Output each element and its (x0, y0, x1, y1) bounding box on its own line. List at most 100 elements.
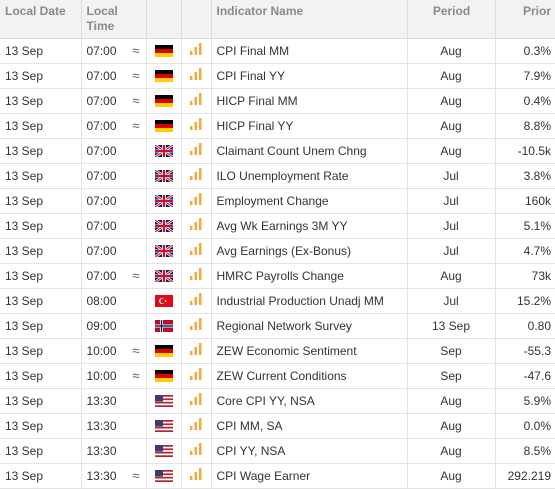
importance-bars-icon (189, 342, 203, 359)
time-value: 10:00 (86, 343, 117, 358)
table-row[interactable]: 13 Sep 07:00 Avg Earnings (Ex-Bonus) Jul 4.7… (0, 238, 555, 264)
table-row[interactable]: 13 Sep 13:30 CPI YY, NSA Aug 8.5% (0, 438, 555, 464)
cell-indicator[interactable]: Avg Wk Earnings 3M YY (211, 213, 408, 239)
table-row[interactable]: 13 Sep 13:30 CPI MM, SA Aug 0.0% (0, 413, 555, 439)
table-row[interactable]: 13 Sep 10:00 ≈ ZEW Current Conditions Sep -47… (0, 363, 555, 389)
table-row[interactable]: 13 Sep 08:00 Industrial Production Unadj M… (0, 288, 555, 314)
table-row[interactable]: 13 Sep 13:30 ≈ CPI Wage Earner Aug 292.219 (0, 463, 555, 489)
table-row[interactable]: 13 Sep 07:00 ≈ CPI Final MM Aug 0.3% (0, 38, 555, 64)
column-header-time[interactable]: Local Time (81, 0, 147, 39)
column-header-indicator[interactable]: Indicator Name (211, 0, 408, 39)
time-value: 07:00 (86, 218, 117, 233)
cell-prior: 8.5% (495, 438, 555, 464)
germany-flag-icon (154, 370, 173, 383)
column-header-importance (181, 0, 212, 39)
cell-country (146, 188, 182, 214)
cell-prior: 15.2% (495, 288, 555, 314)
cell-importance (181, 138, 212, 164)
cell-country (146, 413, 182, 439)
table-row[interactable]: 13 Sep 09:00 Regional Network Survey 13 Sep… (0, 313, 555, 339)
cell-importance (181, 188, 212, 214)
cell-country (146, 138, 182, 164)
cell-time: 07:00 ≈ (81, 88, 147, 114)
cell-prior: 292.219 (495, 463, 555, 489)
cell-indicator[interactable]: CPI Final YY (211, 63, 408, 89)
cell-country (146, 113, 182, 139)
cell-importance (181, 463, 212, 489)
cell-date: 13 Sep (0, 88, 82, 114)
table-row[interactable]: 13 Sep 07:00 Claimant Count Unem Chng Aug -1… (0, 138, 555, 164)
cell-date: 13 Sep (0, 413, 82, 439)
table-row[interactable]: 13 Sep 07:00 ILO Unemployment Rate Jul 3.8% (0, 163, 555, 189)
table-row[interactable]: 13 Sep 07:00 Avg Wk Earnings 3M YY Jul 5.1% (0, 213, 555, 239)
cell-indicator[interactable]: HICP Final YY (211, 113, 408, 139)
cell-period: Jul (407, 188, 496, 214)
column-header-date[interactable]: Local Date (0, 0, 82, 39)
cell-indicator[interactable]: HICP Final MM (211, 88, 408, 114)
cell-prior: 5.9% (495, 388, 555, 414)
importance-bars-icon (189, 317, 203, 334)
cell-date: 13 Sep (0, 388, 82, 414)
cell-importance (181, 263, 212, 289)
cell-importance (181, 288, 212, 314)
column-header-period[interactable]: Period (407, 0, 496, 39)
turkey-flag-icon (154, 295, 173, 308)
cell-country (146, 163, 182, 189)
table-row[interactable]: 13 Sep 07:00 ≈ HICP Final YY Aug 8.8% (0, 113, 555, 139)
time-value: 07:00 (86, 143, 117, 158)
cell-indicator[interactable]: CPI Wage Earner (211, 463, 408, 489)
cell-importance (181, 413, 212, 439)
table-row[interactable]: 13 Sep 13:30 Core CPI YY, NSA Aug 5.9% (0, 388, 555, 414)
importance-bars-icon (189, 167, 203, 184)
cell-importance (181, 313, 212, 339)
cell-time: 13:30 (81, 388, 147, 414)
cell-country (146, 363, 182, 389)
cell-indicator[interactable]: Regional Network Survey (211, 313, 408, 339)
table-row[interactable]: 13 Sep 07:00 ≈ CPI Final YY Aug 7.9% (0, 63, 555, 89)
importance-bars-icon (189, 42, 203, 59)
cell-prior: 4.7% (495, 238, 555, 264)
cell-indicator[interactable]: ZEW Economic Sentiment (211, 338, 408, 364)
approximate-icon: ≈ (132, 367, 140, 383)
cell-indicator[interactable]: Claimant Count Unem Chng (211, 138, 408, 164)
cell-indicator[interactable]: ZEW Current Conditions (211, 363, 408, 389)
cell-period: Aug (407, 463, 496, 489)
cell-time: 07:00 (81, 238, 147, 264)
cell-indicator[interactable]: Core CPI YY, NSA (211, 388, 408, 414)
time-value: 07:00 (86, 243, 117, 258)
cell-indicator[interactable]: ILO Unemployment Rate (211, 163, 408, 189)
cell-date: 13 Sep (0, 188, 82, 214)
importance-bars-icon (189, 192, 203, 209)
table-row[interactable]: 13 Sep 07:00 Employment Change Jul 160k (0, 188, 555, 214)
column-header-prior[interactable]: Prior (495, 0, 555, 39)
cell-indicator[interactable]: CPI YY, NSA (211, 438, 408, 464)
cell-prior: -10.5k (495, 138, 555, 164)
cell-country (146, 463, 182, 489)
cell-indicator[interactable]: HMRC Payrolls Change (211, 263, 408, 289)
table-row[interactable]: 13 Sep 07:00 ≈ HMRC Payrolls Change Aug 73k (0, 263, 555, 289)
cell-period: Aug (407, 88, 496, 114)
time-value: 07:00 (86, 268, 117, 283)
cell-indicator[interactable]: Employment Change (211, 188, 408, 214)
cell-prior: 7.9% (495, 63, 555, 89)
cell-period: Aug (407, 138, 496, 164)
table-body: 13 Sep 07:00 ≈ CPI Final MM Aug 0.3% 13 Sep 07:… (0, 38, 555, 489)
cell-date: 13 Sep (0, 138, 82, 164)
cell-prior: -47.6 (495, 363, 555, 389)
cell-indicator[interactable]: CPI MM, SA (211, 413, 408, 439)
table-row[interactable]: 13 Sep 10:00 ≈ ZEW Economic Sentiment Sep -55… (0, 338, 555, 364)
cell-indicator[interactable]: Industrial Production Unadj MM (211, 288, 408, 314)
cell-country (146, 288, 182, 314)
time-value: 13:30 (86, 468, 117, 483)
approximate-icon: ≈ (132, 42, 140, 58)
table-row[interactable]: 13 Sep 07:00 ≈ HICP Final MM Aug 0.4% (0, 88, 555, 114)
cell-importance (181, 238, 212, 264)
uk-flag-icon (153, 144, 174, 159)
cell-country (146, 88, 182, 114)
cell-importance (181, 388, 212, 414)
cell-time: 07:00 ≈ (81, 263, 147, 289)
cell-date: 13 Sep (0, 163, 82, 189)
cell-date: 13 Sep (0, 438, 82, 464)
cell-indicator[interactable]: CPI Final MM (211, 38, 408, 64)
cell-indicator[interactable]: Avg Earnings (Ex-Bonus) (211, 238, 408, 264)
